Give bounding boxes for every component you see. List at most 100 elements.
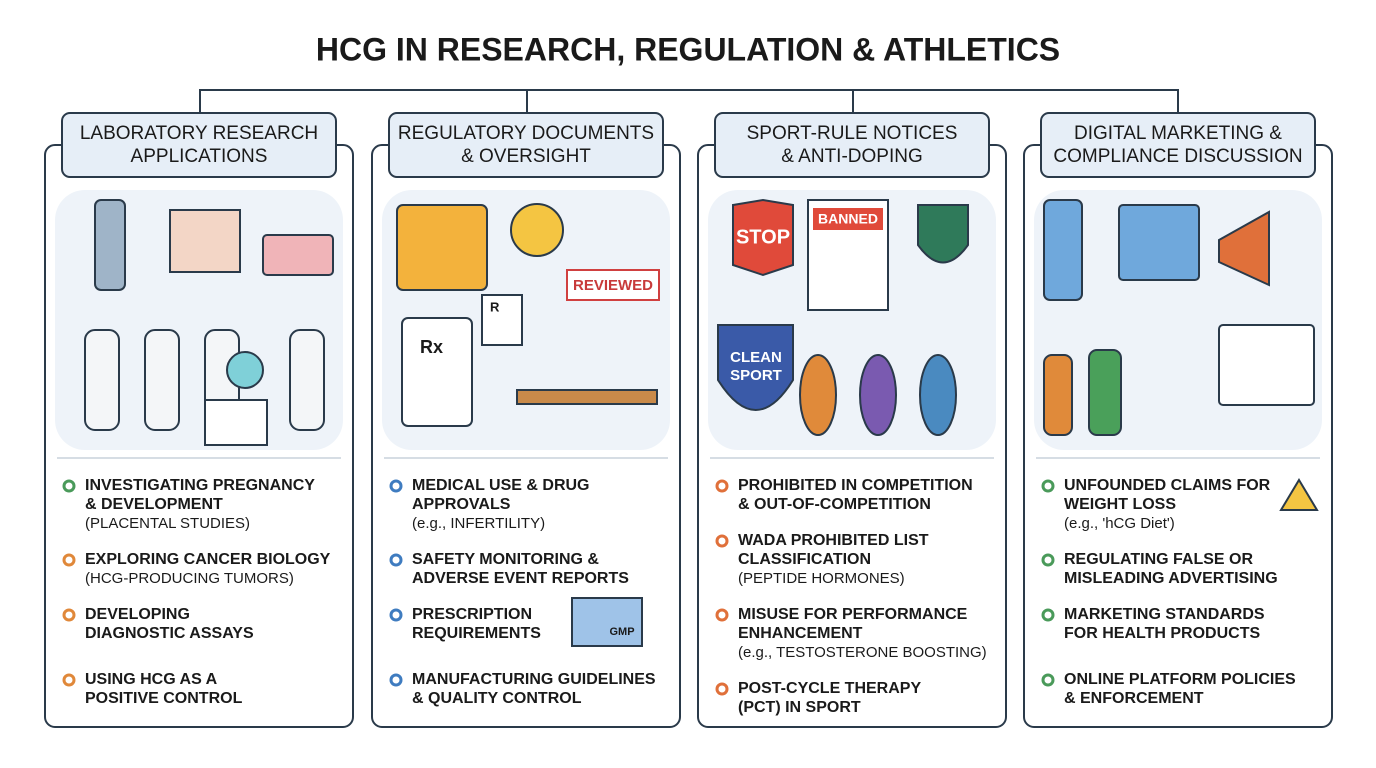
person-a — [1043, 354, 1073, 436]
factory — [571, 597, 643, 647]
stamp-text: REVIEWED — [573, 277, 653, 294]
stop-sign — [732, 198, 794, 277]
factory-label: GMP — [609, 626, 634, 638]
folders — [396, 204, 488, 291]
item-text: REQUIREMENTS — [412, 625, 541, 642]
stop-text: STOP — [736, 226, 790, 248]
title: HCG IN RESEARCH, REGULATION & ATHLETICS — [316, 31, 1060, 67]
item-text: & QUALITY CONTROL — [412, 690, 582, 707]
header-text: LABORATORY RESEARCH — [80, 123, 318, 144]
clipboard — [401, 317, 473, 427]
item-text: ONLINE PLATFORM POLICIES — [1064, 671, 1296, 688]
prescription — [481, 294, 523, 346]
scientist — [144, 329, 180, 431]
item-text: POSITIVE CONTROL — [85, 690, 243, 707]
shield — [917, 204, 969, 264]
item-text: WADA PROHIBITED LIST — [738, 532, 929, 549]
item-text: UNFOUNDED CLAIMS FOR — [1064, 477, 1271, 494]
item-text: & OUT-OF-COMPETITION — [738, 496, 931, 513]
column: REGULATORY DOCUMENTS& OVERSIGHT REVIEWED R… — [371, 112, 681, 728]
connector-line — [199, 89, 1179, 112]
item-note: (HCG-PRODUCING TUMORS) — [85, 570, 294, 587]
banned-text: BANNED — [818, 211, 878, 227]
item-text: SAFETY MONITORING & — [412, 551, 599, 568]
item-text: USING HCG AS A — [85, 671, 218, 688]
header-text: & OVERSIGHT — [461, 146, 591, 167]
header-box — [714, 112, 990, 178]
desk — [516, 389, 658, 405]
header-text: SPORT-RULE NOTICES — [747, 123, 958, 144]
bullet-dot — [715, 608, 729, 622]
flask — [226, 351, 264, 389]
laptop — [1118, 204, 1200, 281]
item-text: MANUFACTURING GUIDELINES — [412, 671, 656, 688]
bullet-dot — [715, 534, 729, 548]
item-text: POST-CYCLE THERAPY — [738, 680, 921, 697]
item-text: APPROVALS — [412, 496, 511, 513]
person-b — [1088, 349, 1122, 436]
item-note: (e.g., INFERTILITY) — [412, 515, 545, 532]
phone — [1043, 199, 1083, 301]
item-text: ENHANCEMENT — [738, 625, 863, 642]
header-text: DIGITAL MARKETING & — [1074, 123, 1282, 144]
chart-board — [204, 399, 268, 446]
item-text: PROHIBITED IN COMPETITION — [738, 477, 973, 494]
award — [510, 203, 564, 257]
test-tubes — [169, 209, 241, 273]
item-text: ADVERSE EVENT REPORTS — [412, 570, 629, 587]
scientist — [289, 329, 325, 431]
clean-shield — [717, 324, 794, 411]
item-note: (e.g., TESTOSTERONE BOOSTING) — [738, 644, 987, 661]
column: SPORT-RULE NOTICES& ANTI-DOPING STOP BANNE… — [697, 112, 1007, 728]
item-text: MARKETING STANDARDS — [1064, 606, 1265, 623]
item-text: FOR HEALTH PRODUCTS — [1064, 625, 1260, 642]
item-text: (PCT) IN SPORT — [738, 699, 861, 716]
bullet-dot — [62, 673, 76, 687]
header-box — [1040, 112, 1316, 178]
scientist — [84, 329, 120, 431]
megaphone — [1218, 210, 1270, 287]
item-note: (PEPTIDE HORMONES) — [738, 570, 905, 587]
runner — [859, 354, 897, 436]
item-text: REGULATING FALSE OR — [1064, 551, 1253, 568]
bullet-dot — [389, 673, 403, 687]
item-text: WEIGHT LOSS — [1064, 496, 1176, 513]
rx-label: Rx — [420, 337, 443, 357]
warning — [1279, 478, 1319, 511]
bullet-dot — [389, 608, 403, 622]
stamp-label — [566, 269, 660, 301]
header-text: REGULATORY DOCUMENTS — [398, 123, 654, 144]
item-text: MEDICAL USE & DRUG — [412, 477, 590, 494]
item-text: & DEVELOPMENT — [85, 496, 223, 513]
item-text: MISLEADING ADVERTISING — [1064, 570, 1278, 587]
header-box — [61, 112, 337, 178]
column: DIGITAL MARKETING &COMPLIANCE DISCUSSION… — [1023, 112, 1333, 728]
item-text: CLASSIFICATION — [738, 551, 871, 568]
bullet-dot — [389, 479, 403, 493]
item-text: MISUSE FOR PERFORMANCE — [738, 606, 968, 623]
bullet-dot — [715, 479, 729, 493]
item-text: EXPLORING CANCER BIOLOGY — [85, 551, 331, 568]
runner — [799, 354, 837, 436]
item-note: (PLACENTAL STUDIES) — [85, 515, 250, 532]
clean-text: CLEAN — [730, 349, 782, 366]
bullet-dot — [1041, 608, 1055, 622]
bullet-dot — [1041, 673, 1055, 687]
sport-text: SPORT — [730, 367, 782, 384]
bullet-dot — [62, 553, 76, 567]
header-text: COMPLIANCE DISCUSSION — [1053, 146, 1302, 167]
bullet-dot — [715, 682, 729, 696]
item-text: DEVELOPING — [85, 606, 190, 623]
well-plate — [262, 234, 334, 276]
connectors — [199, 89, 1179, 112]
prescription-label: R — [490, 299, 500, 314]
item-text: DIAGNOSTIC ASSAYS — [85, 625, 254, 642]
item-note: (e.g., 'hCG Diet') — [1064, 515, 1175, 532]
webpage — [1218, 324, 1315, 406]
microscope — [94, 199, 126, 291]
header-text: & ANTI-DOPING — [781, 146, 922, 167]
runner — [919, 354, 957, 436]
item-text: INVESTIGATING PREGNANCY — [85, 477, 315, 494]
